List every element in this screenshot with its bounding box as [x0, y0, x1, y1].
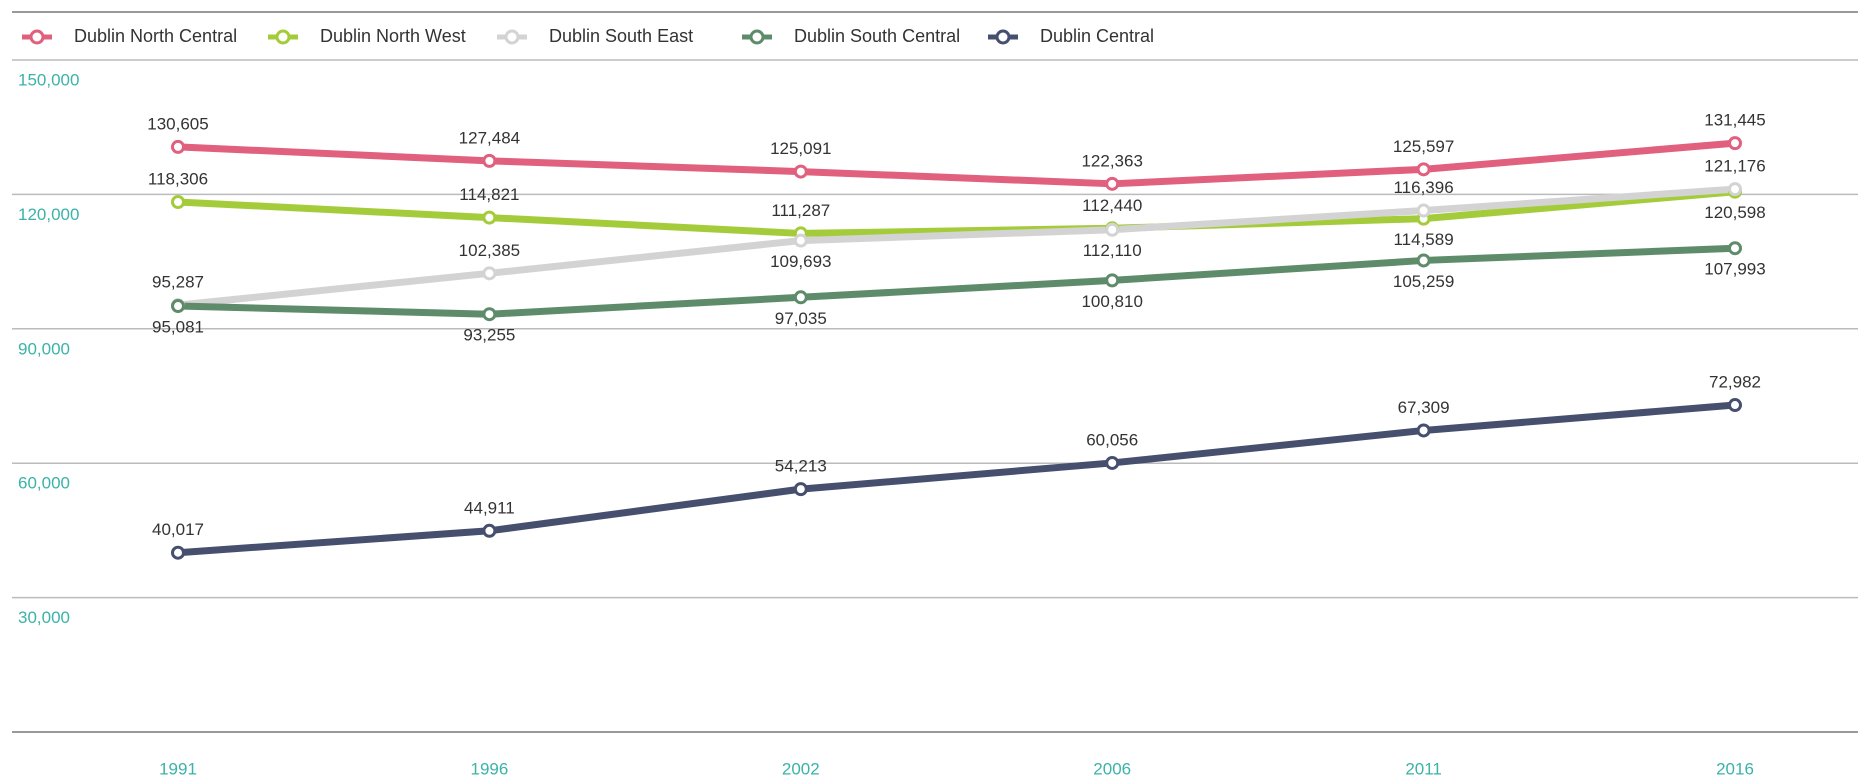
legend-label: Dublin Central	[1040, 26, 1154, 46]
data-label: 72,982	[1709, 373, 1761, 392]
data-point	[793, 164, 808, 179]
data-point	[171, 139, 185, 154]
data-point	[482, 266, 497, 281]
x-tick-label: 2006	[1093, 759, 1131, 778]
data-label: 95,081	[152, 318, 204, 337]
data-label: 112,440	[1082, 196, 1142, 215]
data-point	[1728, 136, 1742, 151]
data-label: 93,255	[463, 326, 515, 345]
y-tick-label: 60,000	[18, 474, 70, 493]
data-point	[1416, 423, 1431, 438]
series-line	[177, 244, 1736, 318]
data-label: 131,445	[1704, 111, 1765, 130]
data-point	[1105, 273, 1120, 288]
y-tick-label: 30,000	[18, 608, 70, 627]
data-point	[482, 153, 497, 168]
data-label: 40,017	[152, 520, 204, 539]
legend-label: Dublin South East	[549, 26, 693, 46]
data-point	[1105, 222, 1120, 237]
data-label: 120,598	[1704, 203, 1765, 222]
y-tick-label: 150,000	[18, 70, 79, 89]
data-label: 116,396	[1393, 178, 1453, 197]
x-tick-label: 2011	[1405, 759, 1442, 778]
data-label: 100,810	[1081, 292, 1142, 311]
data-label: 105,259	[1393, 272, 1454, 291]
legend-label: Dublin South Central	[794, 26, 960, 46]
data-label: 67,309	[1398, 398, 1450, 417]
legend-marker	[995, 29, 1011, 45]
data-label: 109,693	[770, 252, 831, 271]
data-point	[793, 290, 808, 305]
data-point	[482, 307, 497, 322]
y-tick-label: 120,000	[18, 205, 79, 224]
legend-marker	[504, 29, 520, 45]
data-label: 60,056	[1086, 430, 1138, 449]
data-label: 114,589	[1393, 230, 1453, 249]
data-point	[1416, 253, 1431, 268]
legend-marker	[749, 29, 765, 45]
series-line	[177, 185, 1736, 309]
data-label: 125,597	[1393, 137, 1454, 156]
data-label: 107,993	[1704, 260, 1765, 279]
data-label: 125,091	[770, 139, 831, 158]
data-label: 54,213	[775, 457, 827, 476]
series-line	[177, 139, 1736, 188]
data-label: 102,385	[459, 241, 520, 260]
data-point	[171, 194, 185, 209]
y-tick-label: 90,000	[18, 339, 70, 358]
data-point	[171, 299, 185, 314]
data-point	[1105, 176, 1120, 191]
data-label: 95,287	[152, 273, 204, 292]
series-line	[177, 401, 1736, 557]
legend-label: Dublin North West	[320, 26, 466, 46]
legend-marker	[275, 29, 291, 45]
data-point	[171, 545, 185, 560]
data-point	[1728, 241, 1742, 256]
data-label: 122,363	[1081, 151, 1142, 170]
data-label: 130,605	[147, 114, 208, 133]
data-label: 118,306	[148, 169, 208, 188]
data-point	[793, 482, 808, 497]
data-point	[482, 523, 497, 538]
data-point	[482, 210, 497, 225]
data-point	[793, 233, 808, 248]
data-label: 111,287	[771, 201, 830, 220]
data-label: 127,484	[459, 128, 520, 147]
data-label: 114,821	[459, 185, 519, 204]
data-point	[1416, 203, 1431, 218]
x-tick-label: 1996	[470, 759, 508, 778]
x-tick-label: 2016	[1716, 759, 1754, 778]
data-label: 44,911	[464, 498, 515, 517]
series-line	[177, 188, 1736, 237]
data-label: 112,110	[1083, 241, 1142, 260]
data-point	[1728, 182, 1742, 197]
x-tick-label: 2002	[782, 759, 820, 778]
legend-label: Dublin North Central	[74, 26, 237, 46]
data-label: 121,176	[1704, 157, 1765, 176]
data-point	[1105, 455, 1120, 470]
x-tick-label: 1991	[159, 759, 197, 778]
legend-marker	[29, 29, 45, 45]
data-point	[1416, 162, 1431, 177]
data-point	[1728, 398, 1742, 413]
data-label: 97,035	[775, 309, 827, 328]
